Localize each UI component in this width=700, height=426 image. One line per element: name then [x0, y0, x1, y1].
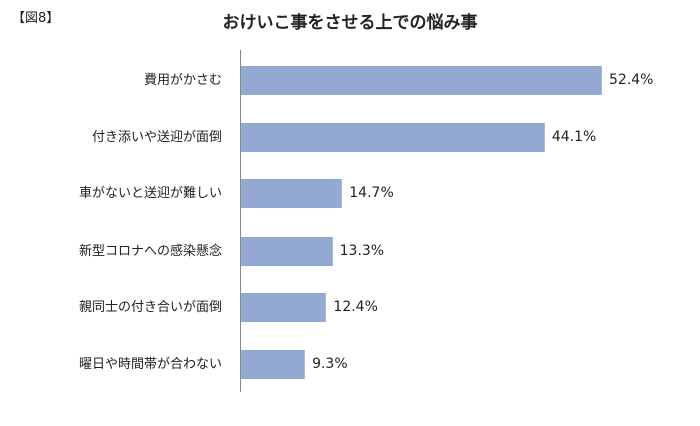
bar	[241, 123, 545, 152]
bar	[241, 293, 327, 322]
category-label: 親同士の付き合いが面倒	[78, 300, 222, 315]
bar-row: 曜日や時間帯が合わない 9.3%	[0, 350, 700, 379]
value-label: 9.3%	[312, 356, 348, 372]
bar-row: 親同士の付き合いが面倒 12.4%	[0, 293, 700, 322]
chart-title: おけいこ事をさせる上での悩み事	[0, 8, 700, 33]
bar-row: 費用がかさむ 52.4%	[0, 66, 700, 95]
category-label: 費用がかさむ	[143, 73, 222, 88]
figure-label: 【図8】	[12, 11, 60, 26]
y-axis-line	[240, 50, 241, 392]
value-label: 44.1%	[551, 129, 597, 145]
category-label: 車がないと送迎が難しい	[78, 186, 222, 201]
value-label: 12.4%	[333, 299, 378, 315]
value-label: 14.7%	[349, 185, 394, 201]
chart-title-text: おけいこ事をさせる上での悩み事	[222, 13, 478, 33]
bar-row: 付き添いや送迎が面倒 44.1%	[0, 123, 700, 152]
bar	[241, 179, 343, 208]
bar	[241, 66, 602, 95]
category-label: 新型コロナへの感染懸念	[78, 244, 222, 259]
bar-row: 新型コロナへの感染懸念 13.3%	[0, 237, 700, 266]
category-label: 曜日や時間帯が合わない	[78, 357, 222, 372]
bar	[241, 237, 333, 266]
category-label: 付き添いや送迎が面倒	[91, 130, 222, 145]
value-label: 52.4%	[609, 72, 654, 88]
bar	[241, 350, 306, 379]
bar-row: 車がないと送迎が難しい 14.7%	[0, 179, 700, 208]
value-label: 13.3%	[339, 243, 385, 259]
